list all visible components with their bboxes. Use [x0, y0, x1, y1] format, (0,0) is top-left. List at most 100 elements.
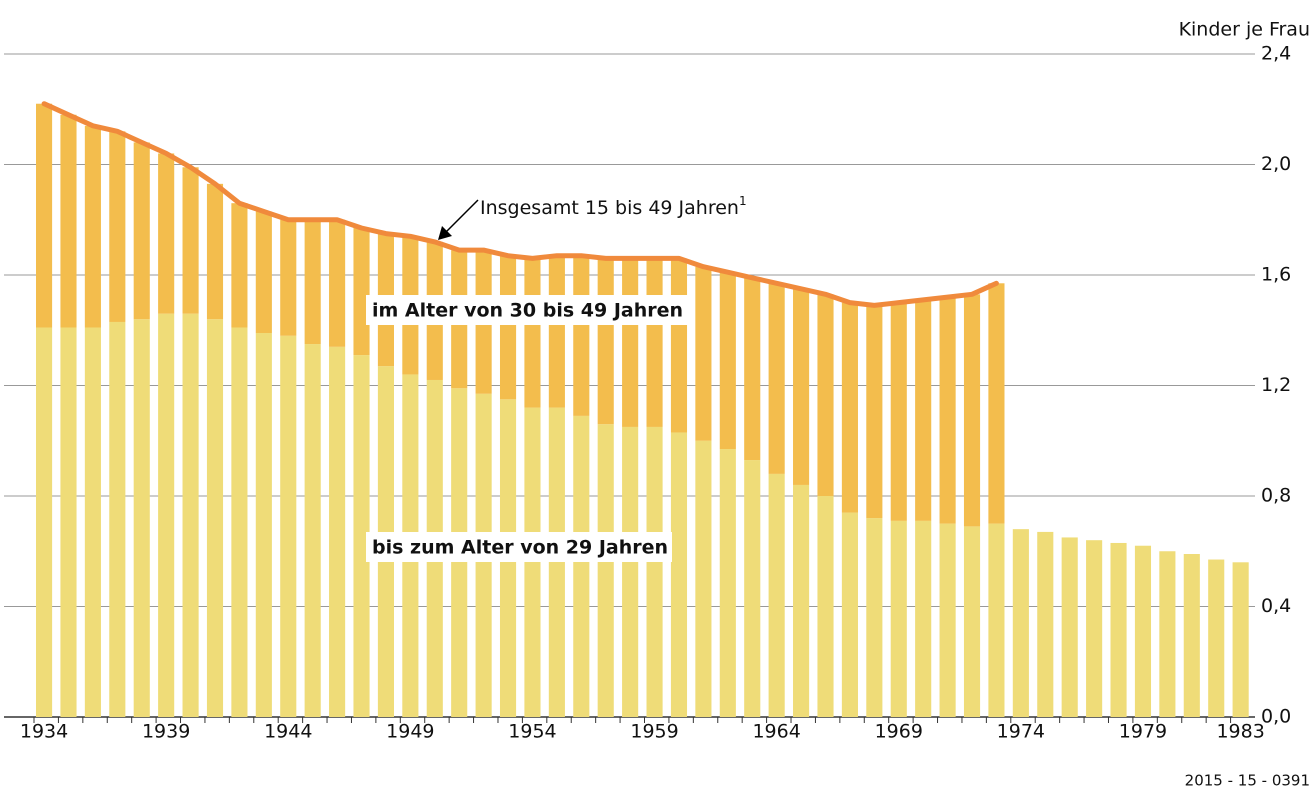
bar	[206, 183, 224, 320]
bar	[597, 258, 614, 425]
bar	[182, 313, 199, 717]
x-tick-label: 1934	[20, 721, 68, 743]
x-tick-label: 1964	[752, 721, 800, 743]
bar	[60, 114, 77, 328]
bar	[158, 313, 175, 717]
bar	[329, 346, 346, 717]
x-tick-label: 1983	[1216, 721, 1264, 743]
bar	[206, 319, 224, 717]
bar	[1134, 545, 1152, 717]
bar	[133, 319, 150, 717]
bar	[36, 327, 53, 717]
bar	[890, 520, 907, 717]
annotation-arrow	[445, 199, 479, 233]
bar	[890, 302, 907, 521]
bar	[353, 355, 370, 717]
y-tick-label: 2,4	[1261, 43, 1291, 65]
bar	[255, 211, 272, 334]
x-tick-label: 1979	[1119, 721, 1167, 743]
y-tick-label: 1,6	[1261, 264, 1291, 286]
bar	[670, 432, 688, 717]
bar	[915, 299, 932, 521]
bar	[768, 283, 785, 474]
bar	[719, 449, 736, 717]
bars	[36, 103, 1249, 717]
bar	[670, 258, 688, 433]
bar	[719, 272, 736, 450]
bar	[109, 131, 126, 322]
bar	[841, 512, 858, 717]
label-box	[366, 532, 672, 562]
bar	[646, 258, 663, 427]
y-tick-label: 0,0	[1261, 706, 1291, 728]
bar	[573, 415, 590, 717]
x-tick-label: 1949	[386, 721, 434, 743]
footnote-marker: 1	[739, 194, 747, 208]
bar	[499, 255, 517, 400]
bar	[280, 219, 297, 336]
bar	[1012, 529, 1029, 717]
y-tick-label: 0,4	[1261, 595, 1291, 617]
bar	[817, 496, 834, 717]
bar	[304, 344, 321, 717]
bar	[231, 203, 248, 328]
y-tick-label: 1,2	[1261, 374, 1291, 396]
bar	[353, 228, 370, 356]
bar	[622, 426, 639, 717]
bar	[548, 407, 565, 717]
bar	[988, 523, 1005, 717]
bar	[158, 153, 175, 314]
x-tick-label: 1974	[997, 721, 1045, 743]
bar	[768, 473, 785, 717]
bar	[182, 167, 199, 314]
bar	[524, 258, 541, 408]
line-annotation: Insgesamt 15 bis 49 Jahren1	[480, 194, 747, 219]
x-tick-label: 1969	[875, 721, 923, 743]
bar	[817, 294, 834, 496]
source: 2015 - 15 - 0391	[1185, 772, 1310, 790]
bar	[695, 266, 712, 441]
bar	[1159, 551, 1176, 717]
x-tick-label: 1954	[508, 721, 556, 743]
bar	[988, 283, 1005, 524]
label-box	[366, 295, 692, 325]
annotation-text: Insgesamt 15 bis 49 Jahren	[480, 197, 739, 219]
bar	[133, 142, 150, 320]
x-tick-label: 1939	[142, 721, 190, 743]
bar	[622, 258, 639, 427]
y-tick-label: 2,0	[1261, 153, 1291, 175]
bar	[744, 277, 761, 461]
bar	[1232, 562, 1249, 717]
bar	[1061, 537, 1078, 717]
bar	[304, 219, 321, 345]
bar	[939, 523, 956, 717]
y-tick-label: 0,8	[1261, 485, 1291, 507]
bar	[231, 327, 248, 717]
bar	[280, 335, 297, 717]
x-tick-label: 1944	[264, 721, 312, 743]
bar	[255, 333, 272, 717]
series-label: im Alter von 30 bis 49 Jahren	[372, 300, 683, 322]
bar	[1183, 554, 1200, 717]
bar	[109, 321, 126, 717]
bar	[60, 327, 77, 717]
bar	[1110, 542, 1127, 717]
bar	[329, 219, 346, 347]
bar	[866, 518, 883, 717]
bar	[36, 103, 53, 328]
bar	[939, 297, 956, 524]
bar	[841, 302, 858, 513]
x-tick-label: 1959	[630, 721, 678, 743]
bar	[524, 407, 541, 717]
bar	[1086, 540, 1103, 717]
bar	[695, 440, 712, 717]
overlay	[41, 101, 999, 308]
bar	[597, 424, 614, 717]
arrow-head	[438, 226, 452, 240]
bar	[646, 426, 663, 717]
series-label: bis zum Alter von 29 Jahren	[372, 537, 668, 559]
bar	[963, 294, 981, 527]
bar	[744, 460, 761, 717]
bar	[866, 305, 883, 519]
